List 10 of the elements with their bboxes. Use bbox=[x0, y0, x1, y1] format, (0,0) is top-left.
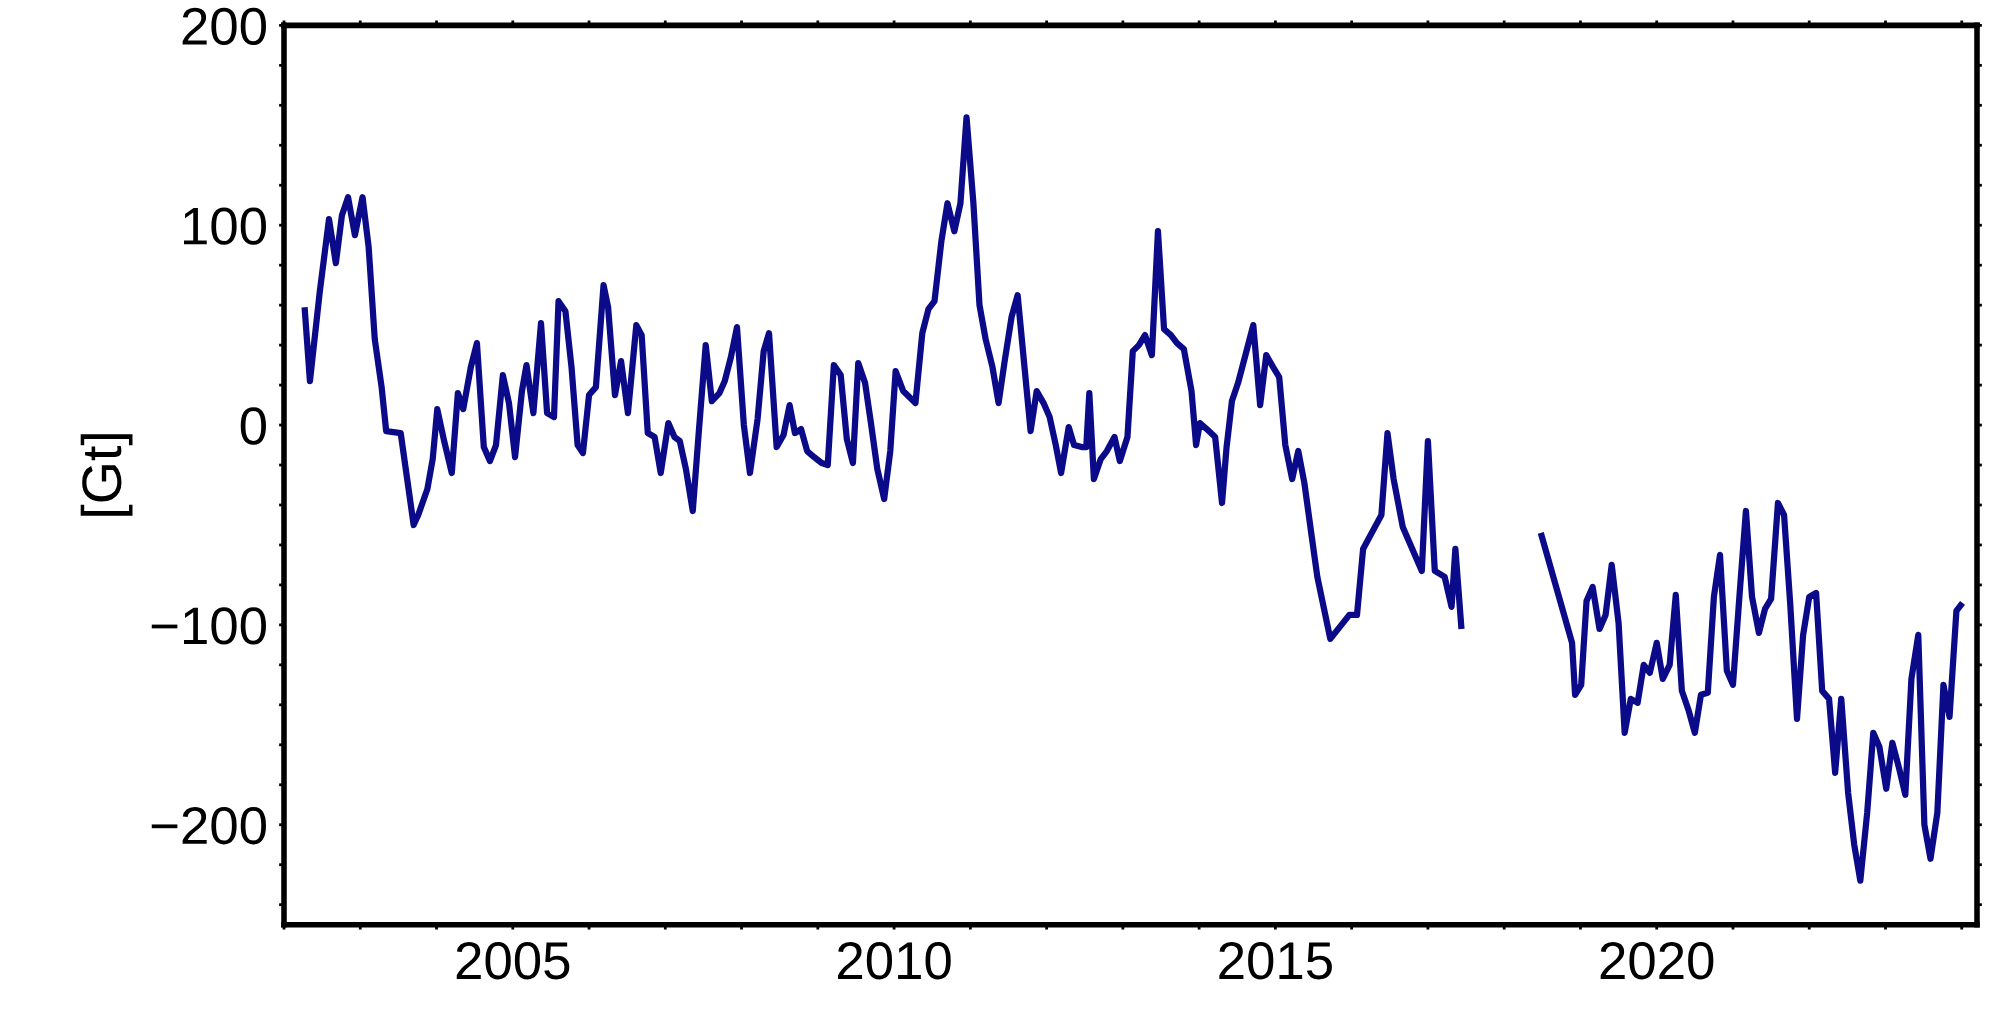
y-tick-label: 0 bbox=[240, 407, 266, 445]
x-tick-label: 2005 bbox=[456, 942, 570, 980]
x-tick-label: 2020 bbox=[1600, 942, 1714, 980]
y-axis-title: [Gt] bbox=[80, 434, 133, 516]
y-tick-label: 100 bbox=[184, 207, 266, 245]
x-tick-label: 2015 bbox=[1219, 942, 1332, 980]
y-tick-label: −200 bbox=[151, 807, 266, 845]
x-tick-label: 2010 bbox=[838, 942, 951, 980]
y-tick-label: −100 bbox=[151, 607, 266, 645]
y-tick-label: 200 bbox=[182, 7, 266, 46]
